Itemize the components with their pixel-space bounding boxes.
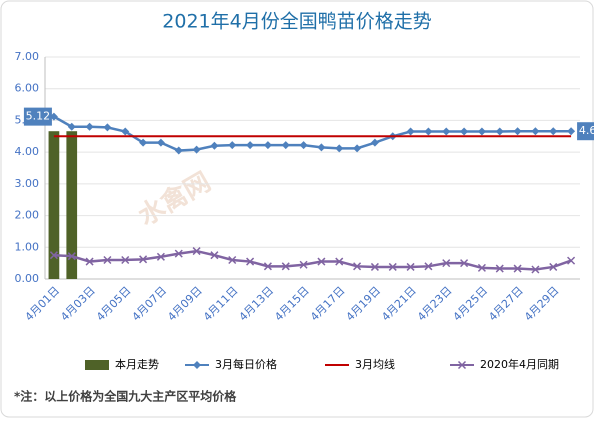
point [513,127,522,136]
point [192,145,201,154]
point [103,255,112,265]
point [460,259,469,268]
legend-label: 3月均线 [355,357,395,371]
y-tick-label: 7.00 [15,50,40,63]
point [549,127,558,136]
point [549,262,558,271]
point [228,141,237,150]
chart-title: 2021年4月份全国鸭苗价格走势 [162,11,431,33]
point [121,127,130,136]
data-label-box [23,107,52,126]
point [228,255,237,265]
data-label: 4.66 [579,124,594,137]
point [103,123,112,132]
point [424,127,433,136]
point [353,144,362,153]
point [460,127,469,136]
point [139,138,148,147]
point [442,127,451,136]
point [370,138,379,147]
y-tick-label: 4.00 [15,145,40,158]
y-tick-label: 0.00 [15,272,40,285]
point [67,122,76,131]
point [210,141,219,150]
point [335,144,344,153]
point [210,251,219,260]
point [85,257,94,266]
point [370,262,379,271]
point [335,257,344,266]
point [49,112,58,121]
point [263,141,272,150]
point [281,141,290,150]
data-label: 5.12 [26,110,51,123]
point [317,143,326,152]
point [85,122,94,131]
point [317,257,326,266]
point [263,262,272,271]
point [353,262,362,271]
point [406,262,415,271]
point [49,251,58,260]
point [442,259,451,268]
legend-label: 3月每日价格 [215,357,277,371]
bar [48,131,60,279]
point [477,127,486,136]
point [477,263,486,272]
point [156,138,165,147]
point [67,252,76,261]
legend-marker [193,361,201,369]
point [156,252,165,261]
point [174,249,183,258]
point [192,247,201,256]
point [531,127,540,136]
point [406,127,415,136]
point [246,257,255,266]
bar [66,131,78,279]
footnote: *注：以上价格为全国九大主产区平均价格 [14,389,237,404]
point [495,264,504,273]
point [121,255,130,265]
point [531,265,540,274]
point [495,127,504,136]
point [567,127,576,136]
point [299,260,308,269]
point [424,262,433,271]
point [281,262,290,271]
y-tick-label: 2.00 [15,209,40,222]
y-tick-label: 1.00 [15,240,40,253]
legend-marker [457,360,467,370]
point [513,264,522,273]
point [567,256,576,265]
y-tick-label: 3.00 [15,177,40,190]
point [246,141,255,150]
legend-label: 本月走势 [115,357,159,371]
data-label-box [577,122,594,141]
point [388,262,397,271]
point [174,146,183,155]
point [139,255,148,264]
y-tick-label: 6.00 [15,82,40,95]
legend-swatch [85,360,109,370]
line [53,249,572,271]
legend-label: 2020年4月同期 [480,357,559,371]
point [299,141,308,150]
